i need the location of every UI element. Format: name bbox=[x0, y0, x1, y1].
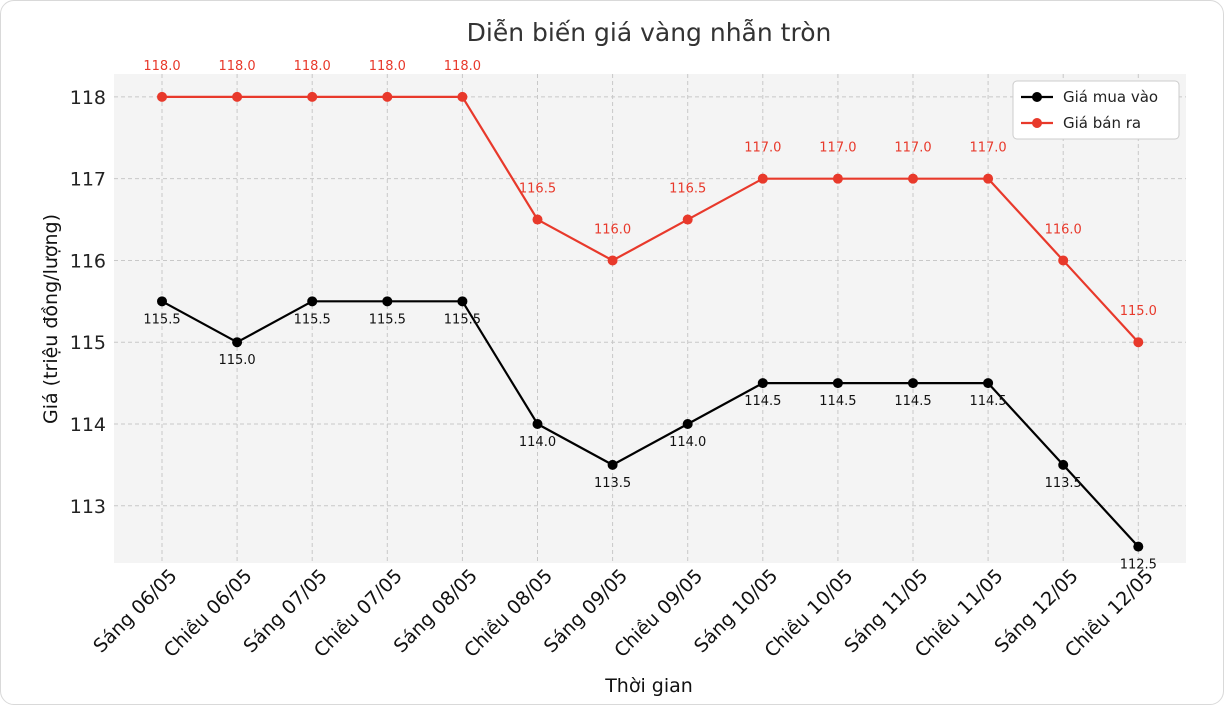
chart-title: Diễn biến giá vàng nhẫn tròn bbox=[467, 18, 832, 47]
data-label: 113.5 bbox=[1045, 476, 1082, 491]
data-point bbox=[1058, 459, 1069, 470]
series-layer bbox=[157, 91, 1144, 552]
data-label: 115.0 bbox=[218, 353, 255, 368]
y-tick-label: 116 bbox=[70, 250, 106, 272]
data-point bbox=[983, 378, 994, 389]
data-label: 115.5 bbox=[143, 312, 180, 327]
data-point bbox=[307, 296, 318, 307]
legend-box bbox=[1012, 80, 1180, 140]
data-label: 117.0 bbox=[894, 141, 931, 156]
data-point bbox=[232, 337, 243, 348]
series-line-sell bbox=[162, 95, 1140, 343]
data-point bbox=[908, 378, 918, 389]
legend-label-buy: Giá mua vào bbox=[1063, 88, 1158, 106]
data-labels: 115.5 115.0 115.5 115.5 115.5 114.0 113.5 114.0… bbox=[143, 59, 1157, 573]
data-point bbox=[532, 418, 543, 429]
legend: Giá mua vào Giá bán ra bbox=[1012, 80, 1180, 140]
data-label: 116.0 bbox=[1045, 222, 1082, 237]
data-label: 115.0 bbox=[1120, 304, 1157, 319]
data-point bbox=[157, 296, 167, 307]
data-point bbox=[682, 214, 693, 225]
plot-area bbox=[114, 74, 1186, 563]
data-label: 115.5 bbox=[294, 312, 331, 327]
data-point bbox=[607, 459, 618, 470]
y-tick-label: 117 bbox=[70, 169, 106, 191]
data-label: 118.0 bbox=[294, 59, 331, 74]
data-label: 116.0 bbox=[594, 222, 631, 237]
legend-marker-sell bbox=[1032, 118, 1042, 128]
y-tick-label: 118 bbox=[70, 87, 106, 109]
data-label: 114.0 bbox=[669, 435, 706, 450]
data-point bbox=[382, 91, 393, 102]
data-point bbox=[382, 296, 393, 307]
data-point bbox=[457, 91, 468, 102]
y-axis-label: Giá (triệu đồng/lượng) bbox=[40, 214, 62, 424]
data-label: 117.0 bbox=[819, 141, 856, 156]
legend-marker-buy bbox=[1032, 92, 1042, 102]
data-point bbox=[1133, 541, 1144, 552]
y-tick-label: 113 bbox=[70, 496, 106, 518]
data-label: 118.0 bbox=[143, 59, 180, 74]
data-point bbox=[607, 255, 618, 266]
data-point bbox=[1058, 255, 1069, 266]
y-tick-label: 115 bbox=[70, 332, 106, 354]
data-label: 117.0 bbox=[744, 141, 781, 156]
data-point bbox=[757, 378, 768, 389]
data-point bbox=[157, 91, 167, 102]
data-point bbox=[532, 214, 543, 225]
data-label: 114.0 bbox=[519, 435, 556, 450]
data-point bbox=[908, 173, 918, 184]
data-label: 118.0 bbox=[218, 59, 255, 74]
data-label: 114.5 bbox=[894, 394, 931, 409]
data-label: 116.5 bbox=[519, 182, 556, 197]
y-axis-ticks: 113 114 115 116 117 118 bbox=[70, 87, 106, 518]
data-label: 114.5 bbox=[819, 394, 856, 409]
data-point bbox=[1133, 337, 1144, 348]
data-point bbox=[757, 173, 768, 184]
data-point bbox=[832, 378, 843, 389]
data-label: 116.5 bbox=[669, 182, 706, 197]
data-label: 118.0 bbox=[444, 59, 481, 74]
data-point bbox=[232, 91, 243, 102]
data-label: 112.5 bbox=[1120, 558, 1157, 573]
data-point bbox=[832, 173, 843, 184]
data-label: 118.0 bbox=[369, 59, 406, 74]
series-line-buy bbox=[161, 300, 1140, 548]
data-label: 113.5 bbox=[594, 476, 631, 491]
data-label: 114.5 bbox=[744, 394, 781, 409]
data-point bbox=[682, 418, 693, 429]
data-label: 115.5 bbox=[369, 312, 406, 327]
data-label: 114.5 bbox=[969, 394, 1006, 409]
data-point bbox=[457, 296, 468, 307]
data-label: 115.5 bbox=[444, 312, 481, 327]
y-tick-label: 114 bbox=[70, 414, 106, 436]
data-label: 117.0 bbox=[969, 141, 1006, 156]
x-axis-label: Thời gian bbox=[604, 675, 693, 697]
data-point bbox=[307, 91, 318, 102]
grid-lines bbox=[114, 74, 1186, 563]
legend-label-sell: Giá bán ra bbox=[1063, 114, 1141, 132]
data-point bbox=[983, 173, 994, 184]
